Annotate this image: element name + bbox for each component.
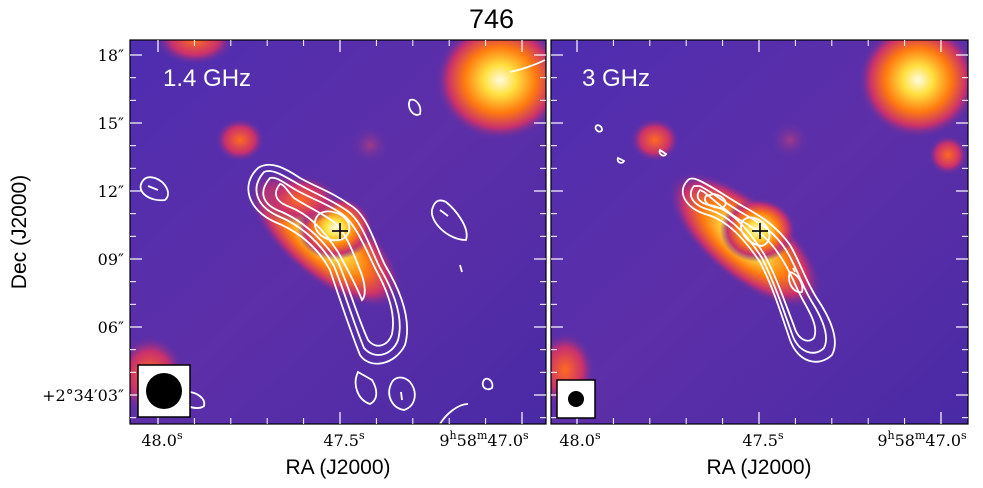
y-tick-label: +2°34′03″ <box>42 386 124 405</box>
left-contours <box>139 59 546 424</box>
beam-box-left <box>137 364 191 418</box>
y-axis-label: Dec (J2000) <box>8 175 31 289</box>
x-tick-labels-left: 48.0s 47.5s 9h58m47.0s <box>141 429 529 450</box>
x-axis-label-right: RA (J2000) <box>706 456 811 479</box>
y-tick-label: 12″ <box>98 182 124 201</box>
y-tick-labels: 18″ 15″ 12″ 09″ 06″ +2°34′03″ <box>42 46 124 405</box>
x-tick-label: 48.0s <box>559 429 601 450</box>
panel-label-right: 3 GHz <box>582 65 650 92</box>
peak-marker-right <box>752 223 768 239</box>
x-tick-label: 47.5s <box>323 429 365 450</box>
x-tick-label: 47.5s <box>742 429 784 450</box>
x-tick-label: 9h58m47.0s <box>877 429 967 450</box>
x-tick-label: 9h58m47.0s <box>439 429 529 450</box>
x-axis-label-left: RA (J2000) <box>285 456 390 479</box>
beam-box-right <box>556 379 596 419</box>
x-tick-label: 48.0s <box>141 429 183 450</box>
right-contours <box>594 124 836 363</box>
left-panel-frame <box>129 39 547 425</box>
minor-tick-marks <box>130 40 968 424</box>
figure-title: 746 <box>468 4 515 34</box>
y-tick-label: 18″ <box>98 46 124 65</box>
peak-marker-left <box>332 223 348 239</box>
y-tick-label: 15″ <box>98 114 124 133</box>
panel-label-left: 1.4 GHz <box>163 65 251 92</box>
y-tick-label: 09″ <box>98 250 124 269</box>
y-tick-label: 06″ <box>98 318 124 337</box>
x-tick-labels-right: 48.0s 47.5s 9h58m47.0s <box>559 429 967 450</box>
